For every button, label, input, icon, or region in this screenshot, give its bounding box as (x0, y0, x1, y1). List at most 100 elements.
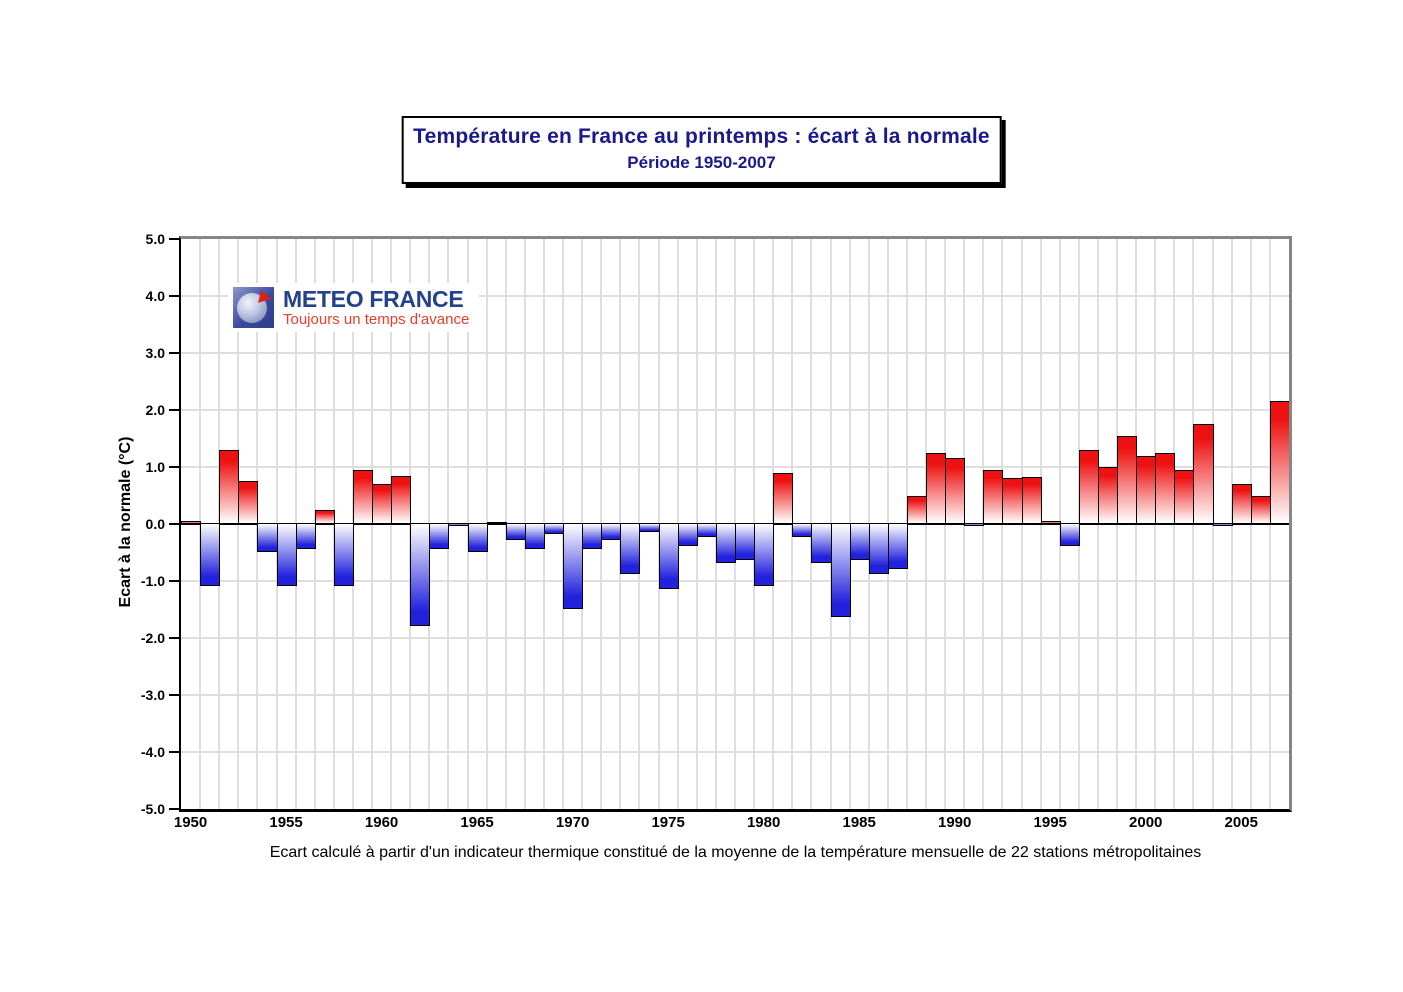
bar-1997 (1078, 449, 1099, 524)
meteo-france-logo: METEO FRANCE Toujours un temps d'avance (228, 283, 480, 332)
x-axis-tick-label: 1955 (269, 814, 303, 831)
bar-1967 (505, 523, 526, 541)
bar-1968 (524, 523, 545, 549)
bar-1952 (219, 449, 240, 524)
bar-1953 (238, 481, 259, 524)
chart-subtitle: Période 1950-2007 (627, 153, 776, 172)
x-axis-tick-label: 1990 (938, 814, 972, 831)
bar-2004 (1212, 523, 1233, 526)
bar-1956 (295, 523, 316, 549)
red-arrow-icon (254, 288, 272, 303)
bar-1955 (276, 523, 297, 586)
y-axis-tick-label: -1.0 (140, 573, 165, 589)
bar-1984 (830, 523, 851, 618)
bar-1973 (620, 523, 641, 575)
bar-1989 (926, 452, 947, 524)
bar-1980 (754, 523, 775, 586)
bar-1993 (1002, 478, 1023, 524)
y-axis-tick-label: 2.0 (145, 402, 165, 418)
bar-1991 (964, 523, 985, 526)
bar-1971 (582, 523, 603, 549)
y-axis-tick (169, 295, 179, 297)
bar-1965 (467, 523, 488, 552)
bar-1981 (773, 472, 794, 524)
bar-1986 (868, 523, 889, 575)
bar-1960 (372, 484, 393, 524)
logo-text: METEO FRANCE Toujours un temps d'avance (283, 287, 469, 328)
y-axis-tick (169, 751, 179, 753)
x-axis-tick-label: 1970 (555, 814, 590, 831)
bar-1987 (887, 523, 908, 569)
logo-name: METEO FRANCE (283, 286, 464, 312)
x-axis-tick-label: 1975 (651, 814, 685, 831)
y-axis-tick-label: 4.0 (145, 288, 165, 304)
bar-1970 (563, 523, 584, 609)
y-axis-tick (169, 808, 179, 810)
y-axis-tick (169, 523, 179, 525)
bar-2000 (1136, 455, 1157, 524)
y-axis-tick-label: 1.0 (145, 459, 165, 475)
y-axis-tick (169, 580, 179, 582)
y-axis-tick (169, 352, 179, 354)
bar-1958 (333, 523, 354, 586)
y-axis-tick-label: -5.0 (140, 801, 165, 817)
bar-1979 (735, 523, 756, 561)
bar-1969 (543, 523, 565, 535)
y-axis-tick (169, 409, 179, 411)
y-axis-tick-label: -2.0 (140, 630, 165, 646)
y-axis-tick (169, 637, 179, 639)
bar-1959 (352, 469, 374, 524)
bar-1963 (429, 523, 450, 549)
bar-1982 (792, 523, 813, 538)
y-axis-tick-label: 5.0 (145, 231, 165, 247)
y-axis-tick-label: 3.0 (145, 345, 165, 361)
bar-1990 (945, 458, 966, 524)
logo-globe-icon (233, 287, 274, 328)
y-axis-tick (169, 238, 179, 240)
bar-1996 (1059, 523, 1080, 546)
bar-1983 (811, 523, 832, 563)
bar-2006 (1250, 495, 1271, 524)
bar-1977 (696, 523, 717, 538)
y-axis-tick-label: 0.0 (145, 516, 165, 532)
bar-1988 (906, 495, 928, 524)
bar-2005 (1231, 484, 1252, 524)
bar-1976 (677, 523, 698, 546)
y-axis-tick (169, 694, 179, 696)
bar-1951 (200, 523, 221, 586)
y-axis-tick-label: -3.0 (140, 687, 165, 703)
chart-title-box: Température en France au printemps : éca… (401, 116, 1002, 184)
y-axis-tick (169, 466, 179, 468)
x-axis-tick-label: 2000 (1129, 814, 1163, 831)
chart-title: Température en France au printemps : éca… (413, 125, 990, 148)
bar-1950 (181, 521, 202, 524)
bar-1985 (849, 523, 870, 561)
bar-1998 (1097, 467, 1119, 524)
bar-1992 (983, 469, 1004, 524)
x-axis-tick-label: 1950 (173, 814, 208, 831)
bar-1978 (715, 523, 736, 563)
x-axis-tick-label: 1960 (364, 814, 399, 831)
bar-1994 (1021, 477, 1042, 524)
caption: Ecart calculé à partir d'un indicateur t… (269, 844, 1202, 861)
bar-1974 (639, 523, 660, 532)
bar-1966 (486, 521, 507, 524)
bar-2001 (1155, 452, 1176, 524)
bar-1954 (257, 523, 278, 552)
bar-1972 (601, 523, 622, 541)
globe-sphere-icon (237, 293, 267, 323)
bar-2007 (1269, 401, 1289, 524)
bar-1961 (391, 475, 412, 524)
bar-1975 (658, 523, 679, 589)
bar-1957 (314, 509, 335, 524)
bar-1999 (1117, 435, 1138, 524)
logo-tagline: Toujours un temps d'avance (283, 311, 470, 328)
x-axis-tick-label: 1980 (746, 814, 781, 831)
y-axis-tick-label: -4.0 (140, 744, 165, 760)
x-axis-tick-label: 1995 (1033, 814, 1067, 831)
bar-1995 (1040, 521, 1061, 524)
x-axis-tick-label: 2005 (1224, 814, 1258, 831)
bar-1962 (410, 523, 431, 626)
